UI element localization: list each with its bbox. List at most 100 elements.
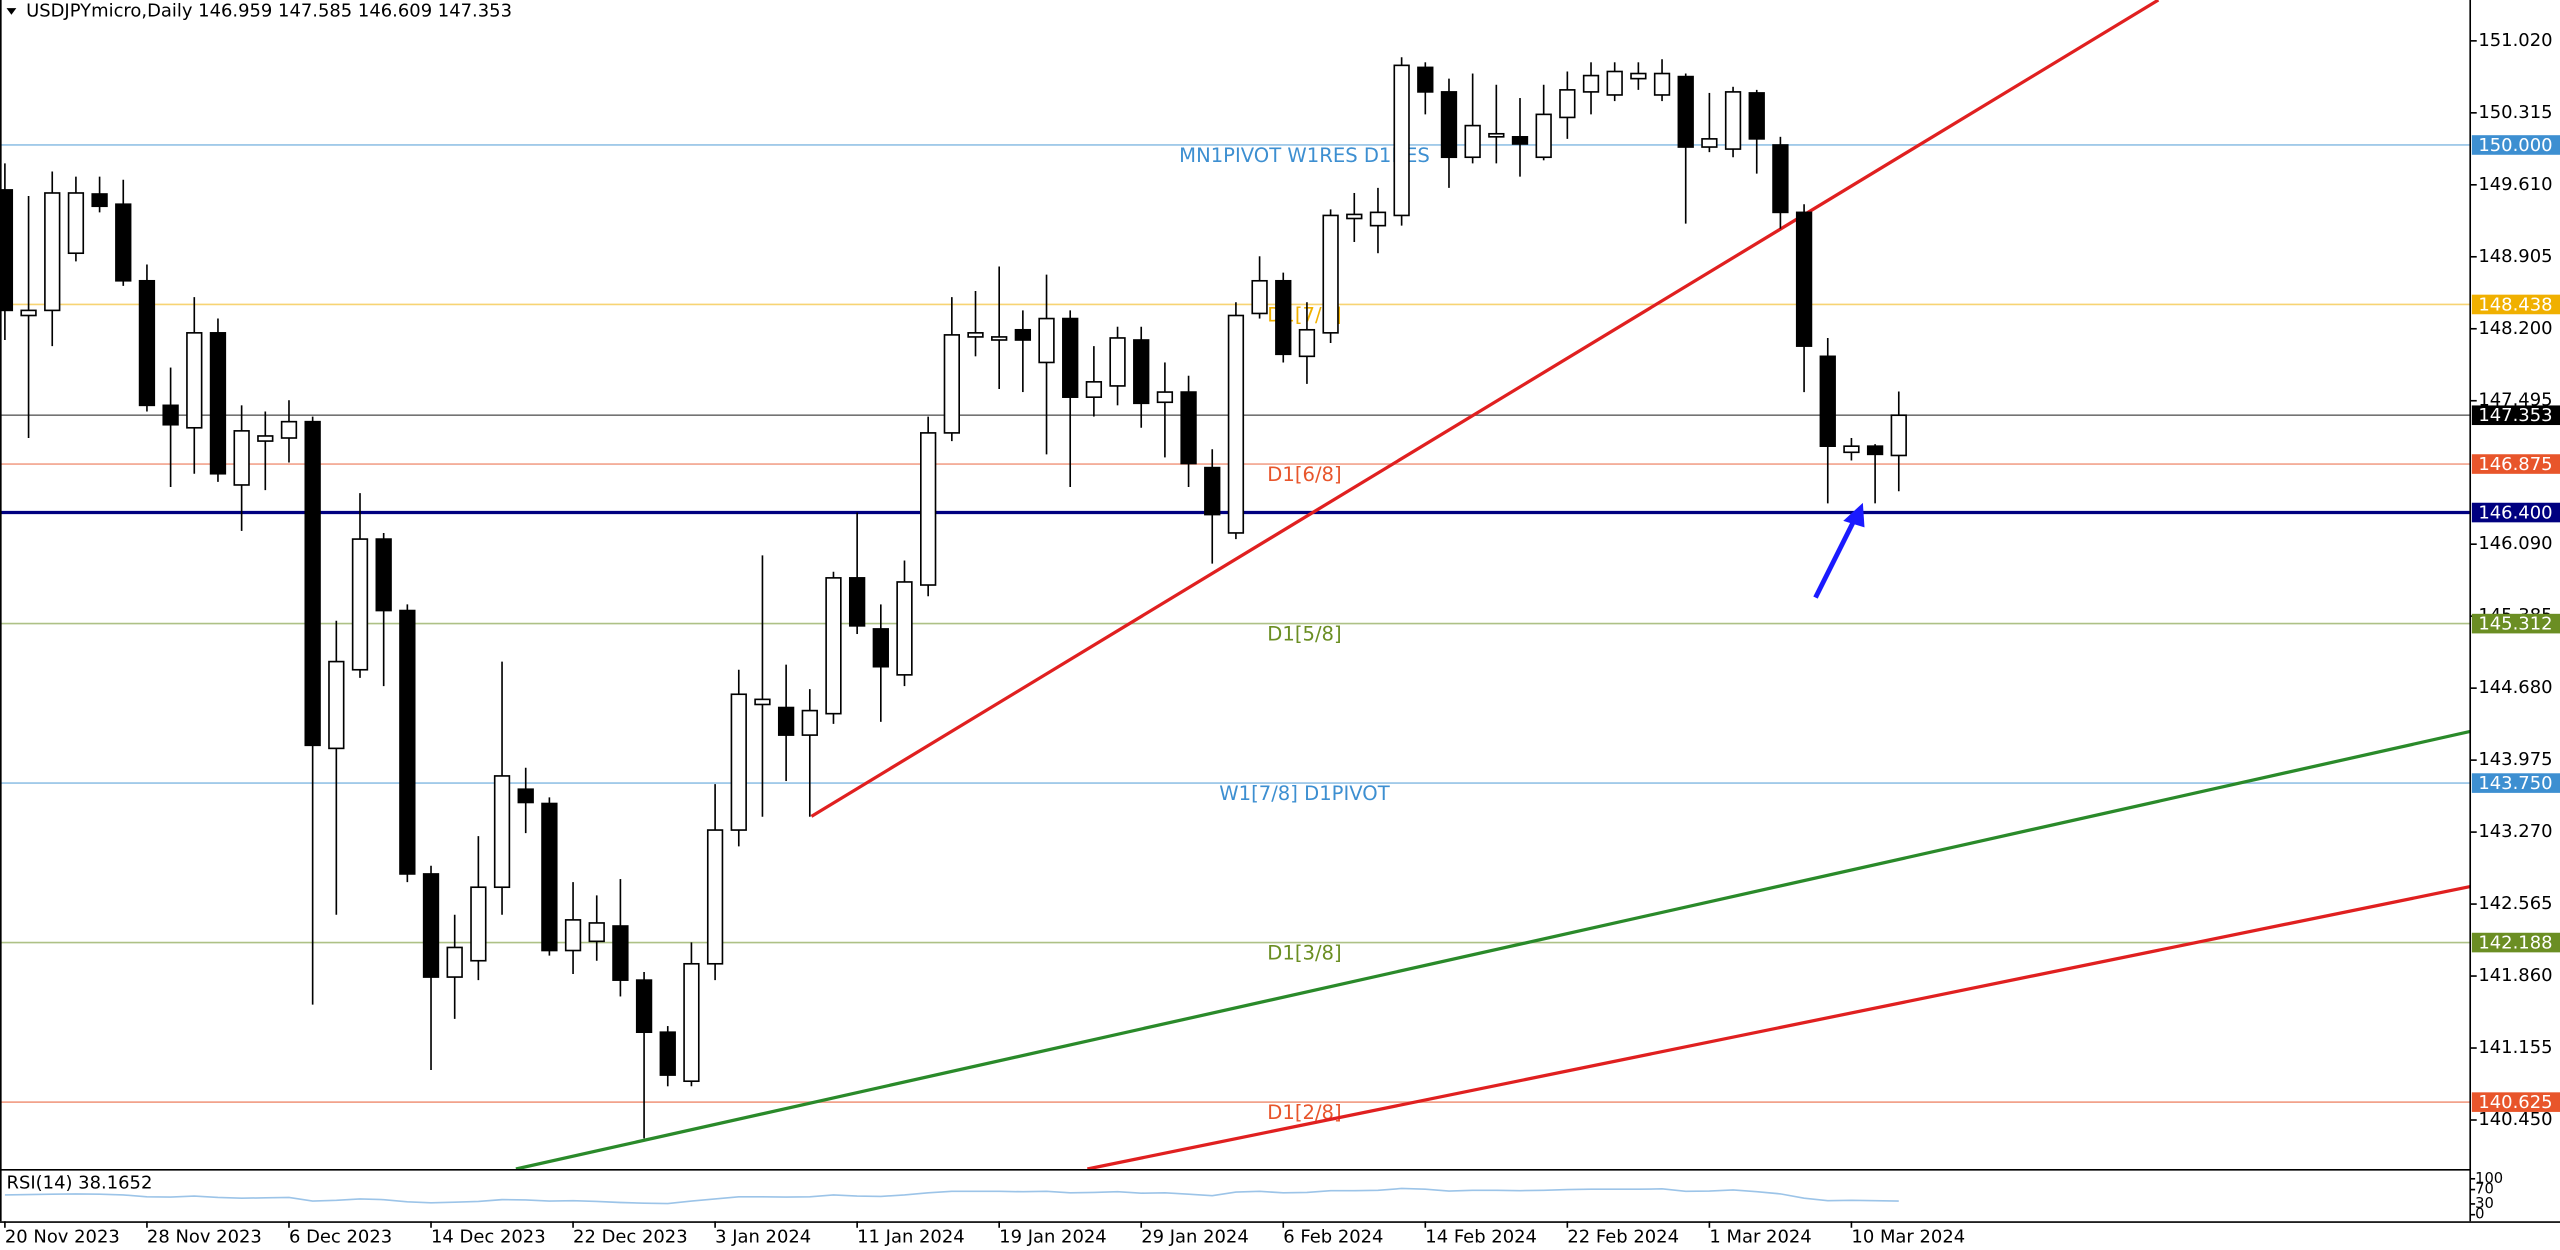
candle-body: [1630, 72, 1647, 80]
rsi-tick-label: 30: [2475, 1195, 2494, 1212]
candle-body: [1204, 466, 1221, 516]
level-tag-label: 146.875: [2478, 454, 2552, 475]
candle-body: [115, 203, 132, 282]
x-tick-label: 11 Jan 2024: [857, 1227, 965, 1248]
arrow-head: [1843, 502, 1865, 528]
level-tag-label: 143.750: [2478, 773, 2552, 794]
x-tick-label: 14 Feb 2024: [1425, 1227, 1537, 1248]
rsi-tick-label: 0: [2475, 1206, 2484, 1223]
trendline: [810, 0, 2160, 818]
candle-body: [493, 775, 511, 889]
candle-body: [209, 332, 227, 475]
candle-body: [351, 538, 369, 671]
x-tick-label: 1 Mar 2024: [1709, 1227, 1811, 1248]
candle-body: [20, 309, 37, 317]
candle-body: [1109, 337, 1126, 387]
candle-body: [328, 660, 345, 750]
candle-body: [612, 925, 629, 981]
x-tick-label: 22 Feb 2024: [1567, 1227, 1679, 1248]
trendline: [1087, 884, 2471, 1170]
candle-body: [777, 706, 795, 736]
rsi-title: RSI(14) 38.1652: [7, 1173, 153, 1194]
level-tag: [2471, 932, 2560, 953]
level-name: D1[2/8]: [1267, 1101, 1341, 1124]
candle-body: [754, 698, 771, 706]
y-tick-label: 150.315: [2478, 102, 2552, 123]
candle-body: [541, 802, 558, 952]
candle-body: [257, 435, 274, 442]
y-tick-label: 143.270: [2478, 821, 2552, 842]
candle-body: [91, 193, 108, 208]
candle-body: [375, 538, 392, 612]
candle-body: [943, 334, 960, 434]
level-tag: [2471, 405, 2560, 426]
candle-body: [1156, 391, 1174, 404]
y-tick-label: 141.155: [2478, 1037, 2552, 1058]
candle-body: [67, 192, 85, 255]
candle-body: [1085, 381, 1103, 398]
candle-body: [162, 404, 179, 426]
candle-body: [186, 332, 203, 429]
y-tick-label: 144.680: [2478, 677, 2552, 698]
y-tick-label: 148.905: [2478, 246, 2552, 267]
level-tag-label: 142.188: [2478, 932, 2552, 953]
candle-body: [848, 577, 866, 627]
trendlines: [515, 0, 2471, 1170]
arrow: [1813, 502, 1865, 599]
candle-body: [588, 922, 605, 943]
candle-body: [872, 628, 889, 668]
candle-body: [1511, 136, 1529, 145]
y-tick-label: 140.450: [2478, 1109, 2552, 1130]
candle-body: [1795, 211, 1813, 347]
x-tick-label: 14 Dec 2023: [431, 1227, 546, 1248]
candle-body: [825, 577, 842, 715]
candle-body: [280, 420, 298, 439]
candle-body: [920, 432, 937, 586]
level-tag: [2471, 294, 2560, 315]
x-tick-label: 6 Feb 2024: [1283, 1227, 1383, 1248]
candle-body: [1251, 279, 1268, 315]
level-tag: [2471, 135, 2560, 155]
arrow-shaft: [1813, 518, 1857, 599]
candle-body: [1890, 414, 1907, 457]
candle-body: [446, 946, 463, 978]
level-tag: [2471, 773, 2560, 793]
candle-body: [801, 709, 818, 736]
level-tag-label: 145.312: [2478, 613, 2552, 634]
level-tag-label: 140.625: [2478, 1092, 2552, 1113]
x-tick-label: 28 Nov 2023: [147, 1227, 262, 1248]
level-name: D1[6/8]: [1267, 463, 1341, 486]
candle-body: [517, 788, 534, 804]
candle-body: [659, 1031, 676, 1076]
level-name: D1[3/8]: [1267, 941, 1341, 964]
candle-body: [470, 886, 487, 962]
level-tag-label: 148.438: [2478, 294, 2552, 315]
candle-body: [44, 192, 61, 312]
x-tick-label: 22 Dec 2023: [573, 1227, 688, 1248]
candle-body: [896, 581, 913, 676]
candle-body: [1062, 317, 1079, 398]
menu-triangle: [6, 8, 17, 15]
candle-body: [304, 420, 321, 747]
candle-body: [1417, 66, 1434, 93]
candle-body: [1393, 64, 1410, 217]
candle-body: [1275, 279, 1292, 356]
candle-body: [564, 919, 582, 952]
level-tag: [2471, 1092, 2560, 1112]
candle-body: [1819, 355, 1836, 447]
candle-body: [1014, 328, 1032, 341]
level-name: D1[5/8]: [1267, 623, 1341, 646]
candle-body: [1133, 339, 1150, 405]
rsi-tick-label: 70: [2475, 1181, 2494, 1198]
candle-body: [1653, 72, 1671, 96]
x-tick-label: 19 Jan 2024: [999, 1227, 1107, 1248]
x-tick-label: 20 Nov 2023: [5, 1227, 120, 1248]
level-tag-label: 147.353: [2478, 405, 2552, 426]
candle-body: [0, 189, 14, 312]
candle-body: [1180, 391, 1197, 465]
level-tag-label: 150.000: [2478, 135, 2552, 156]
level-tag: [2471, 454, 2560, 474]
candle-body: [422, 873, 440, 978]
candle-body: [1440, 91, 1458, 159]
y-tick-label: 151.020: [2478, 30, 2552, 51]
